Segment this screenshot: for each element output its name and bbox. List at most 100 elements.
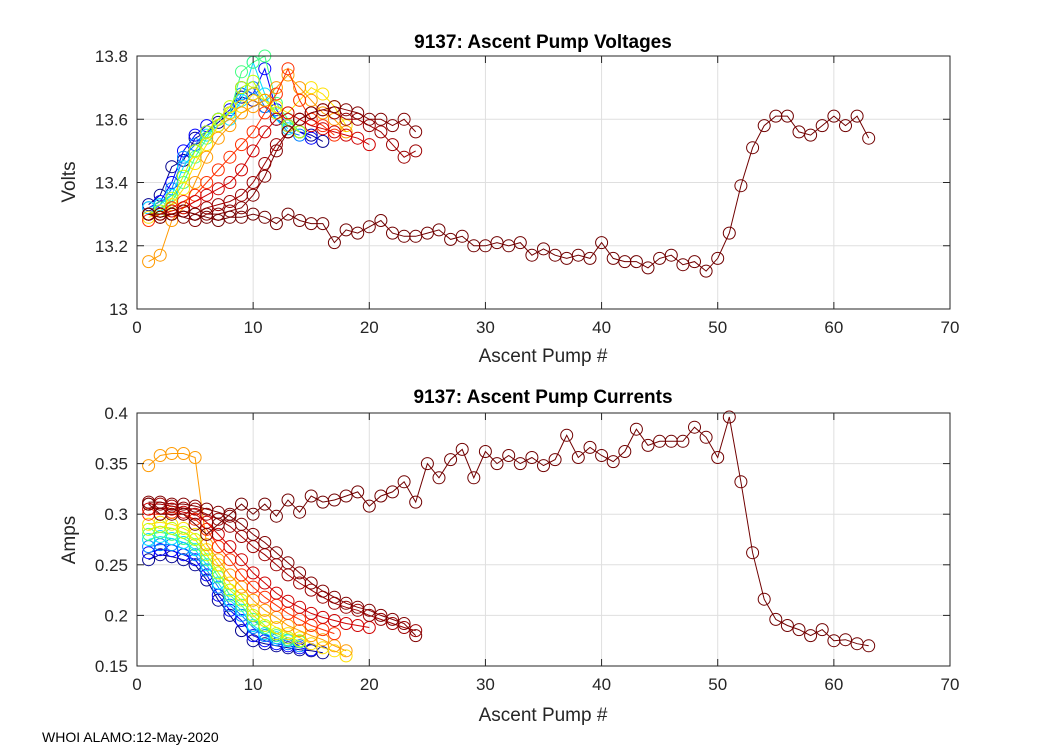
voltage-chart-title: 9137: Ascent Pump Voltages <box>414 32 672 53</box>
voltage-data-point <box>200 188 214 202</box>
voltage-data-point <box>258 169 272 183</box>
voltage-data-point <box>246 100 260 114</box>
voltage-series-line <box>148 115 870 272</box>
current-data-point <box>409 629 423 643</box>
voltage-data-point <box>583 251 597 265</box>
voltage-data-point <box>281 62 295 76</box>
voltage-data-point <box>258 125 272 139</box>
current-x-tick-label: 40 <box>592 675 611 694</box>
current-data-point <box>478 445 492 458</box>
voltage-data-point <box>409 229 423 243</box>
current-data-point <box>235 517 248 531</box>
voltage-data-point <box>200 176 214 189</box>
current-data-point <box>362 499 376 513</box>
voltage-y-axis-label: Volts <box>59 161 80 202</box>
voltage-data-point <box>223 195 237 208</box>
voltage-data-point <box>177 182 190 196</box>
current-data-point <box>780 619 794 632</box>
current-data-point <box>293 624 307 638</box>
voltage-data-point <box>188 195 202 208</box>
voltage-data-point <box>455 229 469 243</box>
voltage-data-point <box>374 214 388 227</box>
voltage-data-point <box>641 261 655 275</box>
voltage-data-point <box>223 119 237 133</box>
current-y-tick-label: 0.25 <box>95 556 128 575</box>
voltage-data-point <box>653 251 667 265</box>
current-series-group <box>142 410 876 663</box>
voltage-data-point <box>629 255 643 269</box>
current-data-point <box>374 608 388 622</box>
current-data-point <box>862 639 876 653</box>
voltage-data-point <box>223 176 237 189</box>
current-data-point <box>327 590 341 604</box>
voltage-data-point <box>246 87 260 101</box>
voltage-data-point <box>269 100 283 114</box>
current-series <box>142 495 423 643</box>
current-data-point <box>792 623 806 637</box>
current-data-point <box>757 592 771 606</box>
voltage-x-tick-label: 60 <box>824 318 843 337</box>
current-data-point <box>246 527 260 541</box>
current-data-point <box>177 507 190 521</box>
current-x-tick-label: 30 <box>476 675 495 694</box>
current-y-tick-label: 0.35 <box>95 455 128 474</box>
voltage-data-point <box>235 138 248 152</box>
current-data-point <box>223 576 237 590</box>
voltage-y-tick-label: 13.8 <box>95 47 128 66</box>
voltage-data-point <box>827 109 841 123</box>
voltage-x-tick-label: 40 <box>592 318 611 337</box>
voltage-data-point <box>699 264 713 278</box>
current-data-point <box>467 471 481 485</box>
voltage-x-tick-label: 0 <box>132 318 141 337</box>
voltage-series-line <box>148 67 312 209</box>
current-data-point <box>235 598 248 612</box>
voltage-data-point <box>235 201 248 215</box>
voltage-data-point <box>362 220 376 234</box>
voltage-data-point <box>839 119 852 133</box>
voltage-data-point <box>327 236 341 250</box>
current-data-point <box>386 612 399 626</box>
current-data-point <box>374 489 388 503</box>
voltage-data-point <box>862 131 876 145</box>
voltage-data-point <box>200 150 214 164</box>
current-y-tick-label: 0.4 <box>104 404 128 423</box>
voltage-data-point <box>211 182 225 196</box>
current-data-point <box>595 449 609 462</box>
current-data-point <box>304 489 318 503</box>
current-y-axis-label: Amps <box>59 516 80 565</box>
voltage-data-point <box>246 144 260 158</box>
voltage-x-tick-label: 20 <box>360 318 379 337</box>
voltage-data-point <box>711 251 725 265</box>
current-data-point <box>258 590 272 604</box>
current-data-point <box>513 457 527 471</box>
current-data-point <box>746 546 760 560</box>
voltage-data-point <box>316 217 330 231</box>
voltage-data-point <box>235 106 248 120</box>
current-data-point <box>734 475 748 489</box>
voltage-data-point <box>258 93 272 107</box>
current-data-point <box>304 637 318 651</box>
voltage-x-tick-label: 10 <box>244 318 263 337</box>
voltage-data-point <box>269 112 283 126</box>
voltage-series-line <box>148 112 370 215</box>
voltage-data-point <box>722 226 736 240</box>
current-data-point <box>571 451 585 464</box>
voltage-series-line <box>148 55 300 215</box>
voltage-data-point <box>537 242 550 256</box>
voltage-series-line <box>148 86 347 218</box>
current-data-point <box>316 633 330 647</box>
voltage-y-tick-label: 13 <box>109 300 128 319</box>
current-x-tick-label: 70 <box>941 675 960 694</box>
current-x-tick-label: 50 <box>708 675 727 694</box>
current-data-point <box>142 497 156 511</box>
current-data-point <box>537 459 550 473</box>
current-data-point <box>804 629 818 643</box>
voltage-data-point <box>525 248 539 262</box>
current-data-point <box>583 440 597 454</box>
voltage-data-point <box>815 119 829 133</box>
voltage-data-point <box>327 100 341 114</box>
voltage-data-point <box>351 226 365 240</box>
footer-credit: WHOI ALAMO:12-May-2020 <box>42 729 219 745</box>
voltage-data-point <box>386 138 399 152</box>
